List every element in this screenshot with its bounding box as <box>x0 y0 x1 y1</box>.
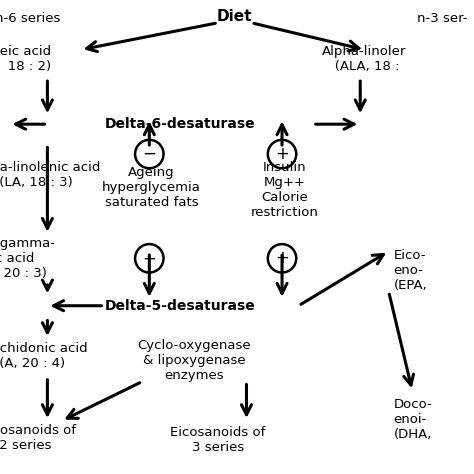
Text: Alpha-linoler
   (ALA, 18 :: Alpha-linoler (ALA, 18 : <box>322 45 407 73</box>
Text: -osanoids of
 2 series: -osanoids of 2 series <box>0 424 76 453</box>
Text: −: − <box>142 249 156 267</box>
Text: -a-linolenic acid
 (LA, 18 : 3): -a-linolenic acid (LA, 18 : 3) <box>0 161 100 190</box>
Text: Insulin
Mg++
Calorie
restriction: Insulin Mg++ Calorie restriction <box>250 161 319 219</box>
Text: Eicosanoids of
3 series: Eicosanoids of 3 series <box>170 426 266 454</box>
Text: Delta-6-desaturase: Delta-6-desaturase <box>105 117 255 131</box>
Text: −: − <box>142 145 156 163</box>
Text: n-3 ser-: n-3 ser- <box>417 11 468 25</box>
Text: -eic acid
   18 : 2): -eic acid 18 : 2) <box>0 45 51 73</box>
Text: -chidonic acid
 (A, 20 : 4): -chidonic acid (A, 20 : 4) <box>0 341 88 370</box>
Text: Diet: Diet <box>217 9 252 24</box>
Text: Delta-5-desaturase: Delta-5-desaturase <box>105 299 255 313</box>
Text: -gamma-
c acid
  20 : 3): -gamma- c acid 20 : 3) <box>0 237 55 280</box>
Text: Cyclo-oxygenase
& lipoxygenase
enzymes: Cyclo-oxygenase & lipoxygenase enzymes <box>137 339 251 382</box>
Text: Eico-
eno-
(EPA,: Eico- eno- (EPA, <box>393 249 427 292</box>
Text: n-6 series: n-6 series <box>0 11 61 25</box>
Text: Doco-
enoi-
(DHA,: Doco- enoi- (DHA, <box>393 398 432 441</box>
Text: +: + <box>275 145 289 163</box>
Text: Ageing
hyperglycemia
saturated fats: Ageing hyperglycemia saturated fats <box>102 166 201 209</box>
Text: +: + <box>275 249 289 267</box>
